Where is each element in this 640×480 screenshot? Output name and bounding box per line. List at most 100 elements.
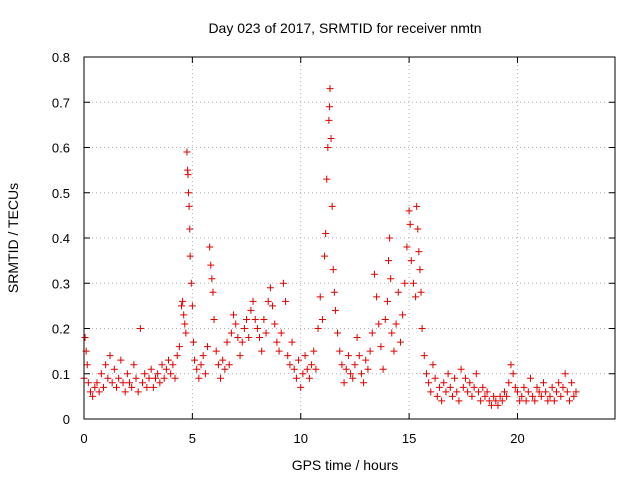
x-tick-label: 15 <box>402 431 416 446</box>
data-point <box>308 361 316 369</box>
data-point <box>247 306 255 314</box>
data-point <box>232 320 240 328</box>
data-point <box>331 306 339 314</box>
data-point <box>269 302 277 310</box>
data-point <box>225 361 233 369</box>
data-point <box>81 334 89 342</box>
data-point <box>104 374 112 382</box>
data-point <box>191 356 199 364</box>
data-point <box>301 352 309 360</box>
data-point <box>477 397 485 405</box>
data-point <box>409 279 417 287</box>
data-point <box>533 383 541 391</box>
data-point <box>546 392 554 400</box>
data-point <box>128 383 136 391</box>
data-point <box>201 370 209 378</box>
data-point <box>189 338 197 346</box>
data-point <box>182 329 190 337</box>
data-point <box>299 370 307 378</box>
y-tick-label: 0.6 <box>52 141 70 156</box>
data-point <box>106 352 114 360</box>
x-axis-label: GPS time / hours <box>292 457 399 473</box>
data-point <box>559 383 567 391</box>
y-tick-label: 0.8 <box>52 50 70 65</box>
data-point <box>464 388 472 396</box>
data-point <box>457 365 465 373</box>
data-point <box>329 266 337 274</box>
data-point <box>206 243 214 251</box>
data-point <box>158 361 166 369</box>
data-point <box>548 383 556 391</box>
data-point <box>154 370 162 378</box>
data-point <box>175 343 183 351</box>
data-point <box>542 388 550 396</box>
data-points <box>80 85 580 409</box>
data-point <box>407 257 415 265</box>
data-point <box>557 392 565 400</box>
data-point <box>379 365 387 373</box>
data-point <box>187 279 195 287</box>
data-point <box>490 392 498 400</box>
data-point <box>401 279 409 287</box>
data-point <box>544 397 552 405</box>
data-point <box>179 297 187 305</box>
data-point <box>149 383 157 391</box>
data-point <box>555 379 563 387</box>
data-point <box>297 383 305 391</box>
data-point <box>357 370 365 378</box>
data-point <box>282 297 290 305</box>
data-point <box>537 392 545 400</box>
data-point <box>91 383 99 391</box>
data-point <box>83 361 91 369</box>
data-point <box>197 361 205 369</box>
data-point <box>217 374 225 382</box>
data-point <box>368 329 376 337</box>
data-point <box>520 383 528 391</box>
data-point <box>570 392 578 400</box>
data-point <box>160 374 168 382</box>
y-axis-label: SRMTID / TECUs <box>5 183 21 293</box>
data-point <box>219 356 227 364</box>
data-point <box>212 347 220 355</box>
data-point <box>169 361 177 369</box>
data-point <box>446 383 454 391</box>
data-point <box>511 383 519 391</box>
data-point <box>184 171 192 179</box>
data-point <box>531 397 539 405</box>
data-point <box>186 252 194 260</box>
data-point <box>264 297 272 305</box>
data-point <box>425 379 433 387</box>
data-point <box>383 297 391 305</box>
data-point <box>552 388 560 396</box>
data-point <box>565 397 573 405</box>
data-point <box>243 315 251 323</box>
data-point <box>236 352 244 360</box>
data-point <box>102 361 110 369</box>
data-point <box>418 325 426 332</box>
data-point <box>208 275 216 283</box>
data-point <box>277 329 285 337</box>
data-point <box>245 334 253 342</box>
data-point <box>413 202 421 210</box>
data-point <box>97 370 105 378</box>
data-point <box>509 370 517 378</box>
data-point <box>330 288 338 296</box>
data-point <box>145 374 153 382</box>
data-point <box>429 361 437 369</box>
data-point <box>108 379 116 387</box>
data-point <box>500 388 508 396</box>
data-point <box>355 352 363 360</box>
data-point <box>340 379 348 387</box>
data-point <box>328 202 336 210</box>
data-point <box>262 329 270 337</box>
data-point <box>563 388 571 396</box>
data-point <box>427 388 435 396</box>
data-point <box>394 288 402 296</box>
data-point <box>416 266 424 274</box>
data-point <box>422 370 430 378</box>
data-point <box>435 383 443 391</box>
data-point <box>351 361 359 369</box>
data-point <box>524 388 532 396</box>
data-point <box>522 397 530 405</box>
